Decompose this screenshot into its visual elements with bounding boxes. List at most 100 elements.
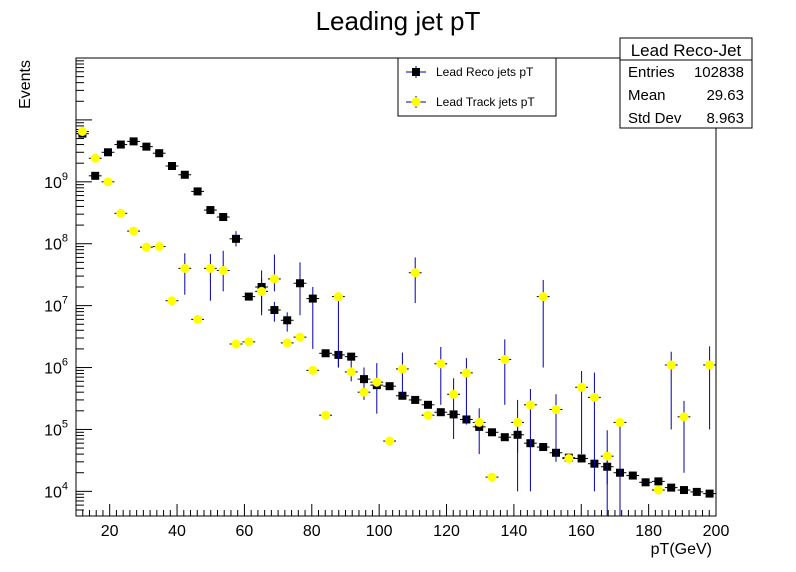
data-point bbox=[219, 213, 228, 222]
data-point bbox=[193, 314, 203, 324]
data-point bbox=[385, 382, 394, 391]
data-point bbox=[180, 263, 190, 273]
x-tick-label: 200 bbox=[703, 523, 730, 540]
data-point bbox=[167, 296, 177, 306]
x-axis-label: pT(GeV) bbox=[651, 541, 712, 558]
stats-box-title: Lead Reco-Jet bbox=[631, 41, 742, 60]
legend: Lead Reco jets pT Lead Track jets pT bbox=[397, 57, 557, 117]
data-point bbox=[77, 126, 87, 136]
data-point bbox=[231, 339, 241, 349]
x-tick-label: 20 bbox=[101, 523, 119, 540]
data-point bbox=[551, 405, 561, 415]
data-point bbox=[705, 360, 715, 370]
legend-label-reco: Lead Reco jets pT bbox=[436, 65, 534, 79]
data-point bbox=[244, 337, 254, 347]
data-point bbox=[155, 149, 164, 158]
data-point bbox=[193, 187, 202, 196]
data-point bbox=[589, 392, 599, 402]
data-point bbox=[104, 148, 112, 157]
data-point bbox=[397, 364, 407, 374]
data-point bbox=[346, 367, 356, 377]
data-point bbox=[500, 354, 510, 364]
y-tick-label: 104 bbox=[44, 480, 68, 501]
data-point bbox=[680, 486, 688, 495]
data-point bbox=[90, 153, 100, 163]
data-point bbox=[129, 137, 138, 146]
data-point bbox=[116, 208, 126, 218]
data-point bbox=[705, 489, 714, 498]
data-point bbox=[232, 234, 240, 243]
data-point bbox=[577, 382, 587, 392]
data-point bbox=[180, 170, 189, 179]
data-point bbox=[602, 451, 612, 461]
x-tick-label: 180 bbox=[635, 523, 662, 540]
data-point bbox=[424, 400, 432, 409]
data-point bbox=[411, 395, 420, 404]
data-point bbox=[359, 387, 369, 397]
data-point bbox=[436, 359, 446, 369]
data-point bbox=[641, 478, 650, 487]
data-point bbox=[283, 316, 292, 325]
stats-entries-label: Entries bbox=[628, 64, 675, 81]
stats-stddev-label: Std Dev bbox=[628, 110, 682, 127]
data-point bbox=[577, 454, 586, 463]
data-point bbox=[410, 268, 420, 278]
data-point bbox=[333, 292, 343, 302]
data-point bbox=[692, 487, 701, 496]
data-point bbox=[474, 417, 484, 427]
data-point bbox=[321, 410, 331, 420]
data-series bbox=[76, 126, 716, 516]
data-point bbox=[385, 436, 395, 446]
data-point bbox=[525, 400, 535, 410]
y-tick-label: 105 bbox=[44, 418, 68, 439]
data-point bbox=[436, 408, 445, 417]
y-tick-label: 107 bbox=[44, 295, 68, 316]
data-point bbox=[653, 485, 663, 495]
data-point bbox=[347, 352, 356, 361]
chart-title: Leading jet pT bbox=[316, 6, 481, 36]
data-point bbox=[449, 389, 459, 399]
data-point bbox=[270, 306, 279, 315]
stats-stddev-value: 8.963 bbox=[706, 110, 744, 127]
data-point bbox=[654, 477, 663, 486]
y-axis-label: Events bbox=[17, 60, 34, 109]
data-point bbox=[372, 377, 382, 387]
data-point bbox=[308, 365, 318, 375]
data-point bbox=[205, 263, 215, 273]
data-point bbox=[667, 483, 676, 492]
legend-box bbox=[397, 57, 557, 117]
y-tick-label: 108 bbox=[44, 233, 68, 254]
data-point bbox=[296, 279, 304, 288]
data-point bbox=[295, 332, 305, 342]
y-tick-label: 106 bbox=[44, 357, 68, 378]
x-tick-label: 40 bbox=[168, 523, 186, 540]
stats-box: Lead Reco-Jet Entries 102838 Mean 29.63 … bbox=[619, 37, 753, 129]
data-point bbox=[628, 471, 637, 480]
x-tick-label: 80 bbox=[303, 523, 321, 540]
data-point bbox=[423, 410, 433, 420]
data-point bbox=[538, 292, 548, 302]
legend-label-track: Lead Track jets pT bbox=[436, 95, 535, 109]
x-tick-label: 120 bbox=[433, 523, 460, 540]
data-point bbox=[360, 375, 368, 384]
data-point bbox=[308, 294, 317, 303]
x-tick-label: 100 bbox=[366, 523, 393, 540]
stats-mean-value: 29.63 bbox=[706, 87, 744, 104]
stats-entries-value: 102838 bbox=[694, 64, 744, 81]
data-point bbox=[244, 292, 253, 301]
data-point bbox=[539, 443, 548, 452]
data-point bbox=[487, 472, 497, 482]
stats-mean-label: Mean bbox=[628, 87, 666, 104]
data-point bbox=[461, 368, 471, 378]
axes: 20 40 60 80 100 120 140 160 180 200 104 105 106 107 10… bbox=[44, 57, 730, 540]
data-point bbox=[142, 142, 151, 151]
data-point bbox=[321, 349, 330, 358]
data-point bbox=[615, 417, 625, 427]
data-point bbox=[513, 417, 523, 427]
data-point bbox=[500, 433, 509, 442]
data-point bbox=[103, 177, 113, 187]
data-point bbox=[666, 360, 676, 370]
legend-marker-track bbox=[411, 97, 421, 107]
data-point bbox=[91, 171, 100, 180]
data-point bbox=[218, 265, 228, 275]
